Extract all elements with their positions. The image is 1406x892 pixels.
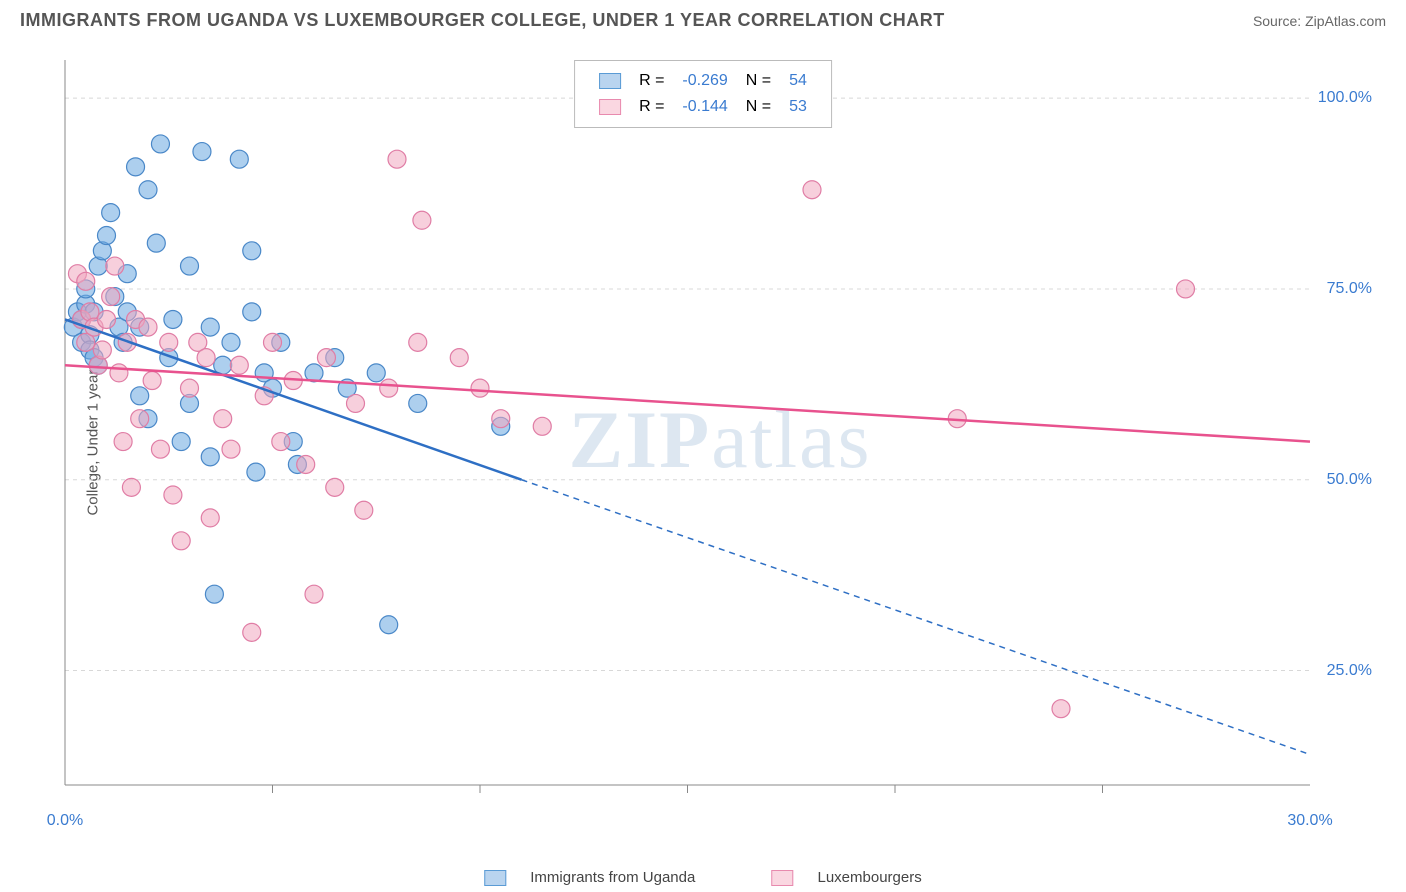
source-label: Source: ZipAtlas.com xyxy=(1253,13,1386,29)
y-tick-label: 50.0% xyxy=(1327,471,1372,489)
n-value-1: 54 xyxy=(781,69,815,93)
chart-title: IMMIGRANTS FROM UGANDA VS LUXEMBOURGER C… xyxy=(20,10,945,31)
swatch-icon xyxy=(772,870,794,886)
n-value-2: 53 xyxy=(781,95,815,119)
y-tick-label: 75.0% xyxy=(1327,280,1372,298)
series-legend: Immigrants from Uganda Luxembourgers xyxy=(448,869,957,886)
y-tick-label: 100.0% xyxy=(1318,89,1372,107)
legend-item-2: Luxembourgers xyxy=(754,869,940,886)
swatch-icon xyxy=(599,73,621,89)
x-tick-label: 0.0% xyxy=(47,812,83,830)
r-value-1: -0.269 xyxy=(674,69,735,93)
chart-area: ZIPatlas 25.0%50.0%75.0%100.0%0.0%30.0% xyxy=(60,55,1380,825)
swatch-icon xyxy=(484,870,506,886)
legend-row-series2: R =-0.144 N =53 xyxy=(591,95,815,119)
correlation-legend: R =-0.269 N =54 R =-0.144 N =53 xyxy=(574,60,832,128)
swatch-icon xyxy=(599,99,621,115)
legend-row-series1: R =-0.269 N =54 xyxy=(591,69,815,93)
y-tick-label: 25.0% xyxy=(1327,662,1372,680)
legend-item-1: Immigrants from Uganda xyxy=(466,869,713,886)
x-tick-label: 30.0% xyxy=(1287,812,1332,830)
scatter-plot xyxy=(60,55,1380,825)
r-value-2: -0.144 xyxy=(674,95,735,119)
